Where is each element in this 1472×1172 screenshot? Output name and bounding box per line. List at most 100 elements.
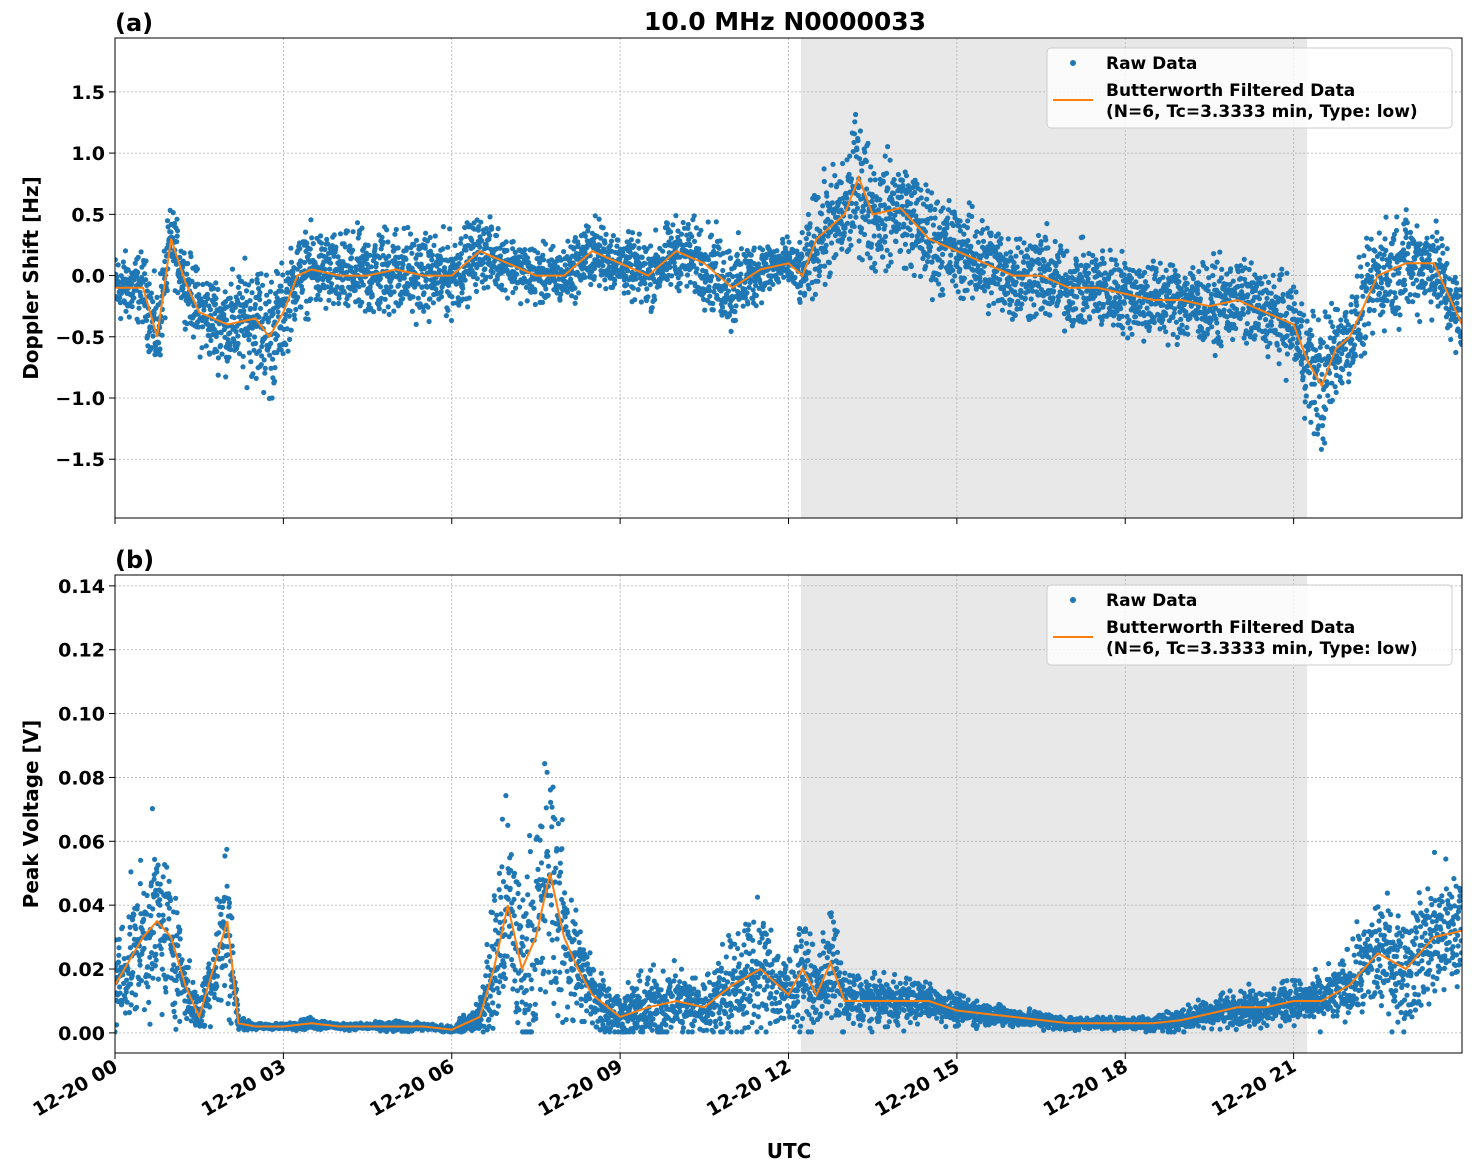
raw-data-point (565, 289, 571, 295)
raw-data-point (263, 312, 269, 318)
raw-data-point (888, 259, 894, 265)
raw-data-point (1136, 268, 1142, 274)
raw-data-point (904, 232, 910, 238)
raw-data-point (367, 252, 373, 258)
raw-data-point (685, 221, 691, 228)
raw-data-point (750, 266, 756, 272)
raw-data-point (895, 171, 902, 178)
raw-data-point (274, 333, 280, 339)
raw-data-point (483, 226, 490, 232)
raw-data-point (923, 182, 929, 188)
raw-data-point (774, 248, 780, 254)
raw-data-point (301, 259, 307, 266)
raw-data-point (812, 291, 819, 297)
raw-data-point (1291, 301, 1297, 307)
raw-data-point (1117, 294, 1123, 300)
raw-data-point (450, 259, 456, 265)
raw-data-point (677, 254, 683, 260)
raw-data-point (1448, 336, 1454, 343)
raw-data-point (1433, 218, 1439, 224)
raw-data-point (607, 243, 614, 249)
raw-data-point (1153, 269, 1159, 275)
raw-data-point (1306, 370, 1313, 376)
raw-data-point (213, 295, 219, 301)
raw-data-point (1185, 331, 1191, 337)
raw-data-point (1313, 406, 1319, 413)
raw-data-point (625, 268, 631, 274)
raw-data-point (173, 261, 179, 267)
raw-data-point (933, 277, 939, 283)
raw-data-point (1299, 318, 1305, 324)
raw-data-point (269, 395, 275, 401)
raw-data-point (563, 284, 569, 290)
raw-data-point (261, 389, 267, 396)
raw-data-point (267, 352, 273, 358)
raw-data-point (1179, 322, 1185, 328)
raw-data-point (986, 303, 992, 309)
raw-data-point (1242, 276, 1248, 282)
raw-data-point (1410, 271, 1416, 277)
raw-data-point (200, 281, 206, 288)
raw-data-point (1277, 277, 1283, 283)
raw-data-point (628, 262, 634, 268)
raw-data-point (719, 304, 726, 310)
raw-data-point (241, 308, 247, 314)
raw-data-point (993, 250, 999, 256)
raw-data-point (918, 195, 924, 201)
chart-title: 10.0 MHz N0000033 (644, 7, 926, 36)
raw-data-point (156, 340, 162, 346)
raw-data-point (1098, 321, 1105, 327)
raw-data-point (968, 279, 974, 285)
raw-data-point (297, 246, 303, 252)
raw-data-point (1121, 300, 1127, 306)
raw-data-point (660, 248, 666, 254)
raw-data-point (1137, 304, 1143, 310)
raw-data-point (1383, 214, 1389, 220)
raw-data-point (950, 278, 956, 284)
raw-data-point (645, 294, 651, 300)
raw-data-point (1205, 326, 1211, 332)
raw-data-point (422, 245, 428, 251)
raw-data-point (499, 282, 505, 288)
raw-data-point (1386, 259, 1393, 265)
raw-data-point (1270, 272, 1276, 278)
raw-data-point (838, 180, 844, 186)
raw-data-point (1230, 278, 1236, 284)
raw-data-point (378, 284, 384, 290)
raw-data-point (380, 239, 386, 245)
raw-data-point (148, 290, 154, 296)
raw-data-point (1338, 323, 1344, 329)
raw-data-point (318, 240, 324, 246)
raw-data-point (931, 231, 938, 237)
raw-data-point (1210, 272, 1216, 279)
raw-data-point (1007, 302, 1013, 308)
raw-data-point (870, 194, 876, 200)
raw-data-point (629, 230, 636, 236)
raw-data-point (912, 189, 918, 196)
raw-data-point (1389, 298, 1396, 304)
raw-data-point (232, 304, 238, 310)
raw-data-point (1244, 321, 1250, 327)
raw-data-point (815, 194, 821, 201)
raw-data-point (249, 278, 255, 284)
raw-data-point (395, 245, 401, 251)
raw-data-point (1019, 301, 1025, 307)
raw-data-point (1061, 252, 1067, 258)
raw-data-point (669, 273, 675, 279)
raw-data-point (929, 259, 935, 265)
raw-data-point (868, 241, 875, 247)
raw-data-point (1316, 394, 1323, 400)
raw-data-point (1391, 231, 1397, 237)
raw-data-point (884, 170, 890, 176)
raw-data-point (1031, 302, 1037, 308)
raw-data-point (936, 271, 942, 278)
raw-data-point (1142, 269, 1148, 276)
raw-data-point (929, 297, 936, 303)
raw-data-point (678, 231, 685, 237)
raw-data-point (1132, 314, 1139, 320)
raw-data-point (164, 287, 170, 294)
raw-data-point (1183, 309, 1189, 315)
raw-data-point (1318, 446, 1324, 452)
raw-data-point (862, 149, 868, 155)
raw-data-point (975, 239, 982, 245)
